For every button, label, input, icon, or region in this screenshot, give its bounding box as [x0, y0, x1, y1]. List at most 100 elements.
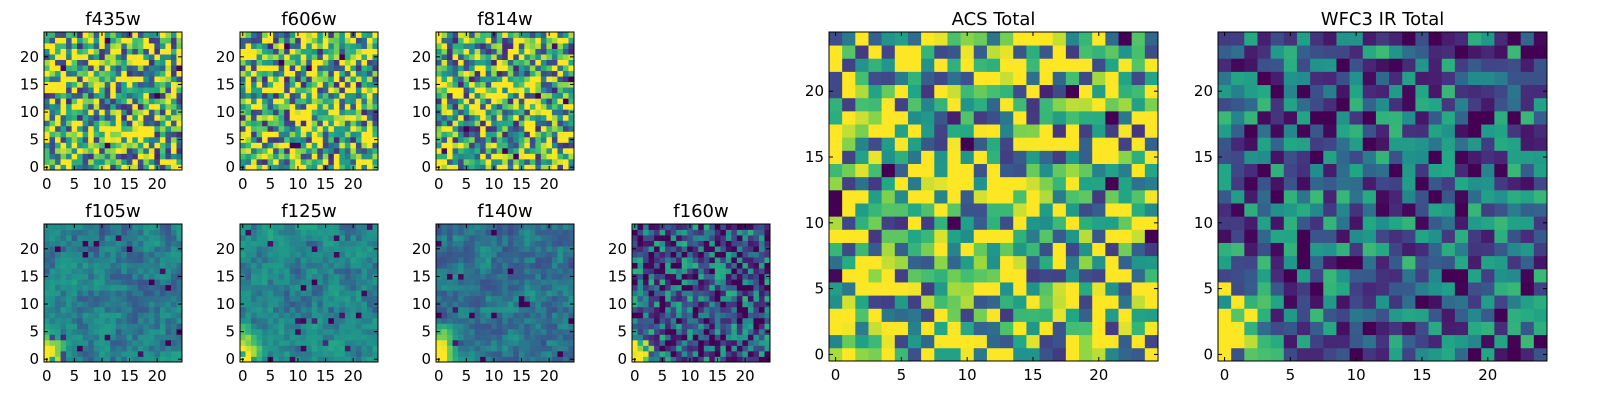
- heatmap-cell: [485, 323, 492, 330]
- heatmap-cell: [524, 345, 531, 352]
- heatmap-cell: [289, 136, 296, 143]
- heatmap-cell: [289, 317, 296, 324]
- heatmap-cell: [907, 321, 922, 336]
- heatmap-cell: [295, 136, 302, 143]
- heatmap-cell: [284, 120, 291, 127]
- heatmap-cell: [317, 290, 324, 297]
- heatmap-cell: [698, 312, 705, 319]
- heatmap-cell: [469, 323, 476, 330]
- heatmap-cell: [99, 257, 106, 264]
- heatmap-cell: [159, 262, 166, 269]
- heatmap-cell: [333, 273, 340, 280]
- heatmap-cell: [463, 350, 470, 357]
- heatmap-cell: [643, 273, 649, 280]
- heatmap-cell: [289, 312, 296, 319]
- heatmap-cell: [654, 240, 660, 247]
- heatmap-cell: [132, 279, 139, 286]
- heatmap-cell: [366, 70, 373, 77]
- heatmap-cell: [1131, 282, 1146, 296]
- heatmap-cell: [551, 142, 558, 149]
- heatmap-cell: [518, 65, 525, 72]
- heatmap-cell: [170, 240, 177, 247]
- y-tick-label: 10: [20, 103, 39, 121]
- heatmap-cell: [731, 251, 738, 258]
- heatmap-cell: [77, 147, 84, 154]
- heatmap-cell: [165, 81, 172, 88]
- heatmap-cell: [518, 59, 525, 66]
- heatmap-cell: [148, 103, 155, 110]
- heatmap-cell: [132, 125, 139, 132]
- heatmap-cell: [1039, 347, 1054, 362]
- heatmap-cell: [907, 282, 922, 296]
- heatmap-cell: [154, 70, 161, 77]
- heatmap-cell: [165, 279, 172, 286]
- heatmap-cell: [333, 268, 340, 275]
- heatmap-cell: [535, 87, 542, 94]
- heatmap-cell: [55, 164, 61, 171]
- heatmap-cell: [687, 350, 694, 357]
- heatmap-cell: [524, 43, 531, 49]
- heatmap-cell: [262, 268, 268, 275]
- heatmap-cell: [132, 350, 139, 357]
- heatmap-cell: [311, 92, 318, 99]
- heatmap-cell: [317, 224, 324, 230]
- heatmap-cell: [665, 334, 672, 341]
- heatmap-cell: [687, 268, 694, 275]
- heatmap-cell: [165, 328, 172, 335]
- heatmap-cell: [256, 136, 263, 143]
- heatmap-cell: [44, 251, 50, 258]
- heatmap-cell: [350, 131, 357, 138]
- heatmap-cell: [104, 37, 111, 44]
- heatmap-cell: [317, 158, 324, 165]
- heatmap-cell: [725, 229, 732, 236]
- heatmap-cell: [452, 98, 459, 105]
- heatmap-cell: [93, 224, 100, 230]
- heatmap-cell: [344, 317, 351, 324]
- heatmap-cell: [1144, 347, 1159, 362]
- heatmap-cell: [698, 328, 705, 335]
- heatmap-cell: [170, 229, 177, 236]
- heatmap-cell: [121, 262, 128, 269]
- heatmap-cell: [350, 240, 357, 247]
- heatmap-cell: [170, 76, 177, 83]
- heatmap-cell: [632, 240, 638, 247]
- heatmap-cell: [496, 43, 503, 49]
- heatmap-cell: [55, 76, 61, 83]
- heatmap-cell: [344, 109, 351, 116]
- heatmap-cell: [692, 246, 699, 252]
- heatmap-cell: [143, 251, 150, 258]
- heatmap-cell: [121, 32, 128, 38]
- heatmap-cell: [557, 43, 564, 49]
- heatmap-cell: [267, 136, 274, 143]
- heatmap-cell: [458, 37, 464, 44]
- heatmap-cell: [736, 356, 743, 363]
- heatmap-cell: [126, 301, 133, 308]
- heatmap-cell: [463, 131, 470, 138]
- heatmap-cell: [154, 136, 161, 143]
- heatmap-cell: [137, 48, 144, 55]
- heatmap-cell: [529, 301, 536, 308]
- heatmap-cell: [333, 279, 340, 286]
- heatmap-cell: [137, 43, 144, 49]
- heatmap-cell: [295, 268, 302, 275]
- heatmap-cell: [176, 279, 183, 286]
- heatmap-cell: [474, 279, 481, 286]
- heatmap-cell: [568, 120, 575, 127]
- heatmap-cell: [328, 98, 335, 105]
- heatmap-cell: [273, 356, 280, 363]
- heatmap-cell: [725, 279, 732, 286]
- heatmap-cell: [71, 54, 78, 60]
- heatmap-cell: [143, 279, 150, 286]
- heatmap-cell: [474, 284, 481, 291]
- x-tick-label: 5: [266, 367, 276, 385]
- heatmap-cell: [344, 65, 351, 72]
- heatmap-cell: [742, 301, 749, 308]
- heatmap-cell: [115, 43, 122, 49]
- heatmap-cell: [154, 229, 161, 236]
- heatmap-cell: [366, 87, 373, 94]
- heatmap-cell: [1065, 163, 1080, 178]
- heatmap-cell: [126, 147, 133, 154]
- heatmap-cell: [934, 321, 948, 336]
- heatmap-cell: [458, 262, 464, 269]
